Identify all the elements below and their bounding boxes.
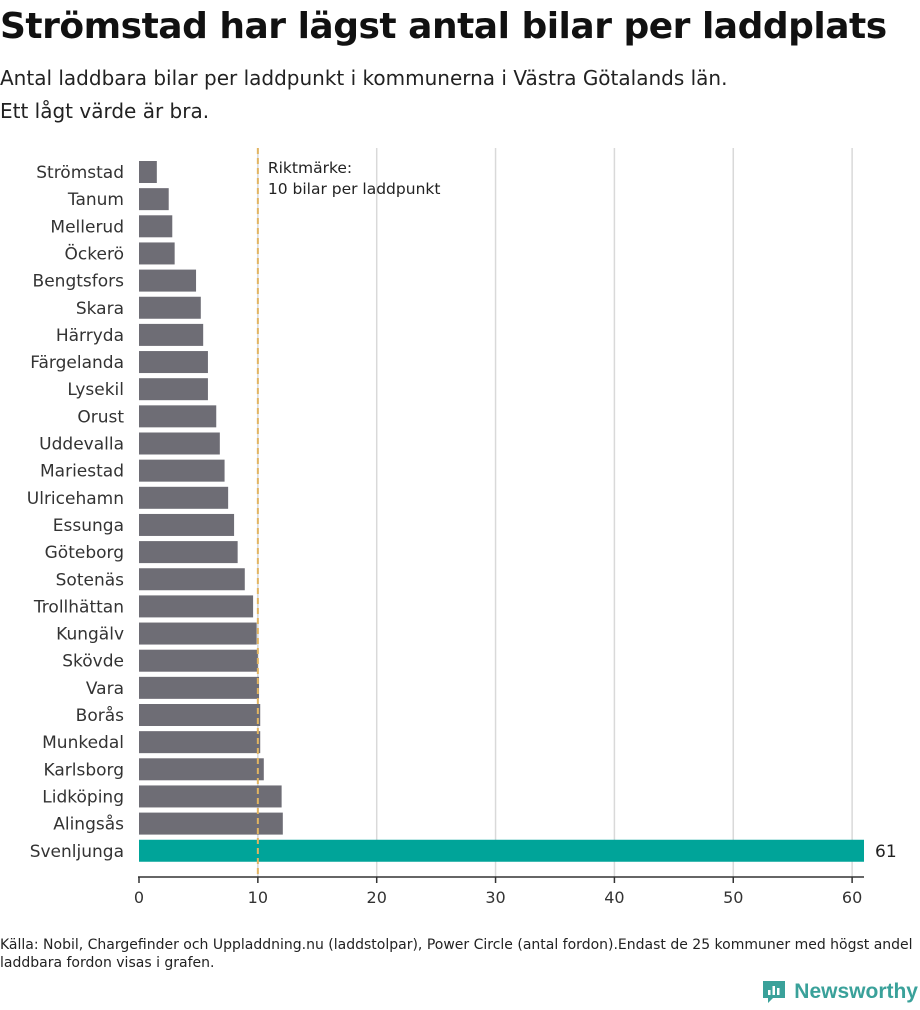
bar-24 [139,785,282,808]
category-label: Vara [86,679,124,699]
category-label: Mariestad [40,462,124,482]
bar-5 [139,269,197,292]
category-label: Öckerö [65,242,124,264]
x-tick-label: 40 [604,888,624,907]
bar-11 [139,432,220,455]
category-label: Mellerud [50,217,124,237]
category-label: Borås [76,705,124,726]
category-label: Karlsborg [43,760,124,780]
chart-title: Strömstad har lägst antal bilar per ladd… [0,6,887,47]
category-label: Tanum [67,190,124,210]
category-label: Bengtsfors [33,272,125,292]
x-tick-label: 10 [248,888,268,907]
bar-16 [139,568,245,591]
x-tick-label: 60 [842,888,862,907]
bars [139,161,864,862]
category-label: Skövde [62,652,124,672]
subtitle-line-1: Antal laddbara bilar per laddpunkt i kom… [0,66,728,90]
category-label: Munkedal [42,733,124,753]
newsworthy-logo-icon [763,981,786,1003]
category-label: Sotenäs [56,570,125,590]
bar-4 [139,242,175,265]
category-label: Skara [76,299,124,319]
bar-19 [139,649,258,672]
reference-line-group: Riktmärke: 10 bilar per laddpunkt [256,148,441,877]
category-label: Svenljunga [30,842,124,862]
bar-18 [139,622,257,645]
category-label: Ulricehamn [27,489,124,509]
x-tick-label: 20 [367,888,387,907]
category-label: Uddevalla [39,435,124,455]
bar-21 [139,704,261,726]
bar-15 [139,541,238,564]
category-labels: Strömstad Tanum Mellerud Öckerö Bengtsfors Sk… [27,163,897,862]
category-label: Orust [77,407,124,427]
category-label: Göteborg [45,543,124,563]
category-label: Lysekil [67,380,124,400]
x-tick-label: 50 [723,888,743,907]
category-label: Härryda [56,326,124,346]
bar-12 [139,459,225,482]
x-tick-label: 0 [134,888,144,907]
grid-lines [257,148,853,877]
x-tick-label: 30 [485,888,505,907]
chart-subtitle: Antal laddbara bilar per laddpunkt i kom… [0,62,900,128]
bar-2 [139,188,169,211]
bar-3 [139,215,173,238]
category-label: Alingsås [53,814,124,835]
category-label: Essunga [53,516,124,536]
value-label: 61 [875,842,897,862]
bar-14 [139,513,235,536]
newsworthy-logo: Newsworthy [760,978,918,1006]
bar-22 [139,731,261,754]
reference-label-line-2: 10 bilar per laddpunkt [268,180,441,198]
bar-13 [139,486,229,509]
reference-label-line-1: Riktmärke: [268,159,352,177]
newsworthy-logo-text: Newsworthy [794,980,918,1003]
bar-chart: Strömstad Tanum Mellerud Öckerö Bengtsfors Sk… [27,148,897,907]
category-label: Kungälv [56,625,124,645]
bar-10 [139,405,217,428]
bar-1 [139,161,157,183]
bar-9 [139,378,208,401]
bar-26 [139,839,864,862]
bar-6 [139,296,201,319]
category-label: Färgelanda [30,353,124,373]
bar-7 [139,323,204,346]
bar-17 [139,595,254,618]
subtitle-line-2: Ett lågt värde är bra. [0,99,210,123]
category-label: Strömstad [36,163,124,183]
category-label: Lidköping [42,787,124,807]
bar-8 [139,351,208,374]
bar-23 [139,758,264,781]
bar-20 [139,676,260,699]
x-axis: 0 10 20 30 40 50 60 [134,876,864,907]
source-note: Källa: Nobil, Chargefinder och Uppladdni… [0,937,913,971]
category-label: Trollhättan [33,597,124,617]
bar-25 [139,812,283,835]
